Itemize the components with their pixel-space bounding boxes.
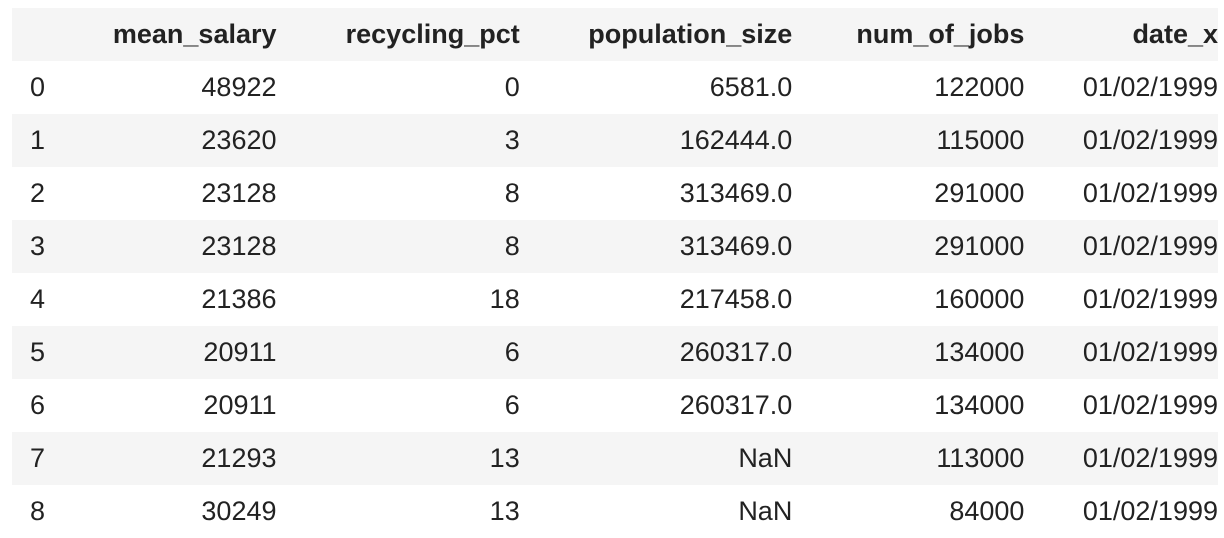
cell-population-size: 6581.0 — [709, 72, 793, 102]
cell-recycling-pct: 18 — [489, 284, 520, 314]
cell-date-x: 01/02/1999 — [1024, 220, 1218, 273]
cell-date-x: 01/02/1999 — [1082, 178, 1218, 208]
cell-population-size: 260317.0 — [679, 390, 793, 420]
table-row: 5 20911 6 260317.0 134000 01/02/1999 — [12, 326, 1218, 379]
cell-recycling-pct: 3 — [276, 114, 520, 167]
column-header-recycling-pct: recycling_pct — [276, 8, 520, 61]
column-header-mean-salary: mean_salary — [91, 8, 277, 61]
column-header-date-x: date_x — [1024, 8, 1218, 61]
row-index: 7 — [12, 432, 92, 485]
table-row: 7 21293 13 NaN 113000 01/02/1999 — [12, 432, 1218, 485]
row-index: 2 — [30, 178, 46, 208]
table-row: 0 48922 0 6581.0 122000 01/02/1999 — [12, 61, 1218, 114]
cell-recycling-pct: 6 — [504, 390, 520, 420]
cell-date-x: 01/02/1999 — [1024, 114, 1218, 167]
dataframe-table: mean_salary recycling_pct population_siz… — [12, 8, 1218, 538]
cell-date-x: 01/02/1999 — [1082, 496, 1218, 526]
table-row: 4 21386 18 217458.0 160000 01/02/1999 — [12, 273, 1218, 326]
dataframe-output: mean_salary recycling_pct population_siz… — [12, 8, 1218, 538]
cell-population-size: NaN — [738, 496, 793, 526]
row-index: 8 — [30, 496, 46, 526]
table-row: 3 23128 8 313469.0 291000 01/02/1999 — [12, 220, 1218, 273]
cell-population-size: 217458.0 — [679, 284, 793, 314]
cell-mean-salary: 21386 — [201, 284, 277, 314]
index-header — [12, 8, 92, 61]
header-row: mean_salary recycling_pct population_siz… — [12, 8, 1218, 61]
cell-population-size: 313469.0 — [679, 178, 793, 208]
cell-population-size: 313469.0 — [519, 220, 793, 273]
cell-date-x: 01/02/1999 — [1024, 432, 1218, 485]
column-header-num-of-jobs: num_of_jobs — [792, 8, 1025, 61]
cell-num-of-jobs: 113000 — [792, 432, 1025, 485]
cell-mean-salary: 48922 — [201, 72, 277, 102]
column-header-population-size: population_size — [519, 8, 793, 61]
row-index: 4 — [30, 284, 46, 314]
cell-num-of-jobs: 84000 — [949, 496, 1025, 526]
cell-recycling-pct: 0 — [504, 72, 520, 102]
table-row: 6 20911 6 260317.0 134000 01/02/1999 — [12, 379, 1218, 432]
cell-mean-salary: 30249 — [201, 496, 277, 526]
cell-num-of-jobs: 291000 — [792, 220, 1025, 273]
cell-date-x: 01/02/1999 — [1082, 390, 1218, 420]
cell-population-size: 162444.0 — [519, 114, 793, 167]
cell-num-of-jobs: 134000 — [792, 326, 1025, 379]
cell-num-of-jobs: 291000 — [934, 178, 1025, 208]
row-index: 1 — [12, 114, 92, 167]
row-index: 6 — [30, 390, 46, 420]
row-index: 3 — [12, 220, 92, 273]
cell-population-size: NaN — [519, 432, 793, 485]
cell-date-x: 01/02/1999 — [1082, 284, 1218, 314]
cell-mean-salary: 23128 — [91, 220, 277, 273]
cell-num-of-jobs: 160000 — [934, 284, 1025, 314]
cell-mean-salary: 21293 — [91, 432, 277, 485]
cell-recycling-pct: 8 — [276, 220, 520, 273]
cell-mean-salary: 23128 — [201, 178, 277, 208]
cell-num-of-jobs: 122000 — [934, 72, 1025, 102]
cell-num-of-jobs: 115000 — [792, 114, 1025, 167]
cell-recycling-pct: 13 — [276, 432, 520, 485]
row-index: 5 — [12, 326, 92, 379]
cell-mean-salary: 23620 — [91, 114, 277, 167]
cell-population-size: 260317.0 — [519, 326, 793, 379]
cell-recycling-pct: 6 — [276, 326, 520, 379]
table-row: 2 23128 8 313469.0 291000 01/02/1999 — [12, 167, 1218, 220]
cell-date-x: 01/02/1999 — [1082, 72, 1218, 102]
cell-num-of-jobs: 134000 — [934, 390, 1025, 420]
cell-recycling-pct: 8 — [504, 178, 520, 208]
table-row: 1 23620 3 162444.0 115000 01/02/1999 — [12, 114, 1218, 167]
cell-recycling-pct: 13 — [489, 496, 520, 526]
cell-mean-salary: 20911 — [91, 326, 277, 379]
cell-mean-salary: 20911 — [203, 390, 277, 420]
table-row: 8 30249 13 NaN 84000 01/02/1999 — [12, 485, 1218, 538]
cell-date-x: 01/02/1999 — [1024, 326, 1218, 379]
row-index: 0 — [30, 72, 46, 102]
